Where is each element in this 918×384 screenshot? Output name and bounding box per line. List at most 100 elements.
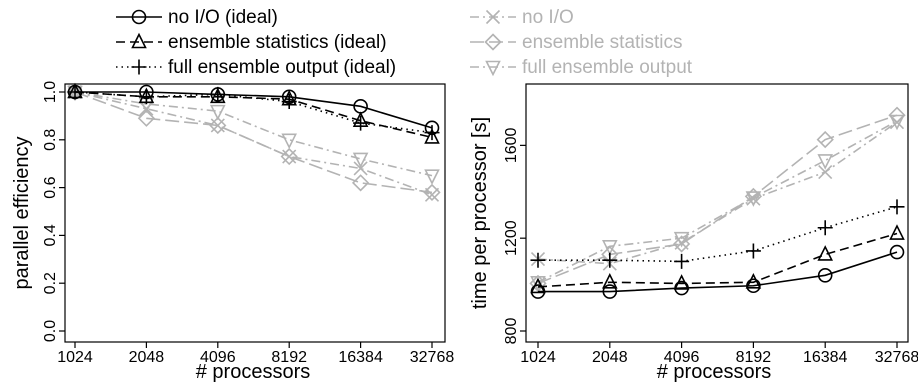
data-point: [424, 125, 440, 141]
series-line: [75, 91, 433, 129]
data-point: [816, 130, 834, 149]
legend-entry-full-ensemble-output-ideal: full ensemble output (ideal): [116, 57, 396, 78]
series-layer: [66, 82, 441, 202]
x-tick-label: 2048: [592, 349, 628, 366]
data-point: [210, 86, 226, 102]
time-chart: 800 1200 1600 1024 2048 4096 8192 16384 32768 #…: [469, 83, 918, 383]
series-full-ensemble-output: [530, 114, 905, 292]
data-point: [210, 87, 226, 104]
data-point: [889, 114, 905, 131]
data-point: [602, 240, 618, 256]
series-line: [537, 121, 898, 265]
data-point: [351, 174, 370, 192]
y-tick-label: 0.2: [42, 272, 59, 294]
data-point: [530, 252, 546, 268]
legend-symbol: [470, 33, 516, 51]
data-point: [352, 152, 369, 169]
x-tick-label: 1024: [520, 349, 556, 366]
x-axis-ticks: 1024 2048 4096 8192 16384 32768: [520, 342, 918, 366]
series-no-i-o-ideal: [67, 84, 440, 136]
data-point: [530, 275, 546, 292]
data-point: [138, 89, 154, 105]
series-full-ensemble-output: [67, 85, 440, 185]
data-point: [423, 183, 441, 202]
data-point: [745, 272, 762, 289]
legend-symbol: [116, 59, 162, 75]
y-tick-label: 800: [503, 318, 520, 345]
series-line: [537, 232, 898, 288]
data-point: [745, 191, 762, 207]
x-tick-label: 4096: [200, 349, 236, 366]
data-point: [746, 191, 761, 206]
legend-label: ensemble statistics: [522, 32, 683, 53]
x-tick-label: 16384: [803, 349, 848, 366]
series-line: [537, 114, 898, 285]
data-point: [745, 243, 761, 259]
legend-marker-x: [485, 9, 501, 25]
data-point: [817, 220, 833, 236]
series-line: [537, 120, 898, 283]
legend-entry-ensemble-statistics-ideal: ensemble statistics (ideal): [116, 32, 387, 53]
series-ensemble-statistics: [66, 83, 441, 202]
x-axis-label: # processors: [196, 361, 311, 383]
legend-marker-triangle: [131, 32, 147, 49]
legend-marker-triangle-down: [485, 60, 501, 77]
data-point: [673, 274, 690, 290]
data-point: [209, 116, 227, 135]
data-point: [67, 84, 83, 100]
x-tick-label: 1024: [57, 349, 93, 366]
data-point: [674, 253, 690, 269]
y-tick-label: 0.4: [42, 224, 59, 246]
data-point: [281, 133, 297, 150]
series-ensemble-statistics: [529, 106, 906, 293]
legend-entry-ensemble-statistics: ensemble statistics: [470, 32, 683, 53]
legend-symbol: [116, 32, 162, 49]
y-tick-label: 0.0: [42, 320, 59, 342]
x-axis-ticks: 1024 2048 4096 8192 16384 32768: [57, 342, 454, 366]
data-point: [817, 245, 833, 261]
data-point: [424, 187, 440, 202]
series-line: [74, 91, 433, 196]
series-no-i-o-ideal: [530, 244, 905, 299]
legend-label: full ensemble output (ideal): [168, 57, 396, 78]
legend-entry-full-ensemble-output: full ensemble output: [470, 57, 693, 78]
y-axis-ticks: 800 1200 1600: [503, 127, 526, 344]
data-point: [889, 244, 905, 260]
series-ensemble-statistics-ideal: [530, 224, 905, 294]
data-point: [281, 94, 297, 110]
data-point: [353, 115, 369, 131]
x-tick-label: 32768: [410, 349, 455, 366]
data-point: [673, 231, 690, 248]
series-no-i-o: [67, 84, 440, 202]
x-tick-label: 4096: [664, 349, 700, 366]
data-point: [602, 272, 618, 289]
data-point: [424, 169, 440, 185]
y-tick-label: 1600: [503, 127, 520, 163]
efficiency-chart: 0.0 0.2 0.4 0.6 0.8 1.0 1024 2048 4096 8192 16384…: [11, 81, 454, 383]
legend-label: no I/O: [522, 7, 574, 28]
y-tick-label: 0.8: [42, 129, 59, 151]
plot-frame: [64, 83, 446, 343]
data-point: [817, 154, 833, 170]
data-point: [602, 284, 618, 299]
data-point: [746, 278, 761, 294]
x-axis-label: # processors: [657, 361, 772, 383]
legend-symbol: [470, 60, 516, 77]
data-point: [210, 118, 225, 133]
x-tick-label: 32768: [875, 349, 918, 366]
legend-label: full ensemble output: [522, 57, 693, 78]
data-point: [888, 106, 906, 124]
legend: no I/O (ideal) ensemble statistics (idea…: [116, 7, 693, 78]
data-point: [530, 277, 546, 294]
series-full-ensemble-output-ideal: [67, 84, 440, 141]
legend-marker-circle: [131, 9, 147, 25]
data-point: [817, 268, 833, 283]
legend-symbol: [116, 9, 162, 25]
plot-frame: [525, 83, 909, 343]
x-tick-label: 16384: [338, 349, 383, 366]
series-line: [538, 251, 898, 293]
data-point: [353, 161, 368, 176]
series-line: [74, 91, 433, 194]
data-point: [602, 252, 618, 268]
series-line: [74, 91, 433, 139]
